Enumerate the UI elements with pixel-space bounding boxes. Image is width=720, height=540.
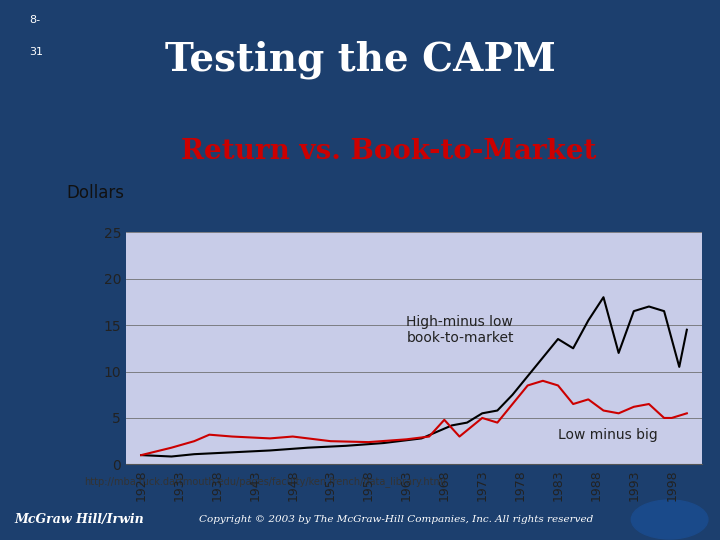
Text: Copyright © 2003 by The McGraw-Hill Companies, Inc. All rights reserved: Copyright © 2003 by The McGraw-Hill Comp… <box>199 515 593 524</box>
Circle shape <box>631 500 708 539</box>
Text: McGraw Hill/Irwin: McGraw Hill/Irwin <box>14 513 144 526</box>
Text: High-minus low
book-to-market: High-minus low book-to-market <box>406 315 514 345</box>
Text: 31: 31 <box>29 47 42 57</box>
Text: 8-: 8- <box>29 15 40 25</box>
Text: Low minus big: Low minus big <box>558 428 658 442</box>
Text: http://mba.tuck.dartmouth.edu/pages/faculty/ken.french/data_library.html: http://mba.tuck.dartmouth.edu/pages/facu… <box>84 476 446 487</box>
Text: Return vs. Book-to-Market: Return vs. Book-to-Market <box>181 138 597 165</box>
Text: Dollars: Dollars <box>66 184 125 202</box>
Text: Testing the CAPM: Testing the CAPM <box>165 40 555 79</box>
